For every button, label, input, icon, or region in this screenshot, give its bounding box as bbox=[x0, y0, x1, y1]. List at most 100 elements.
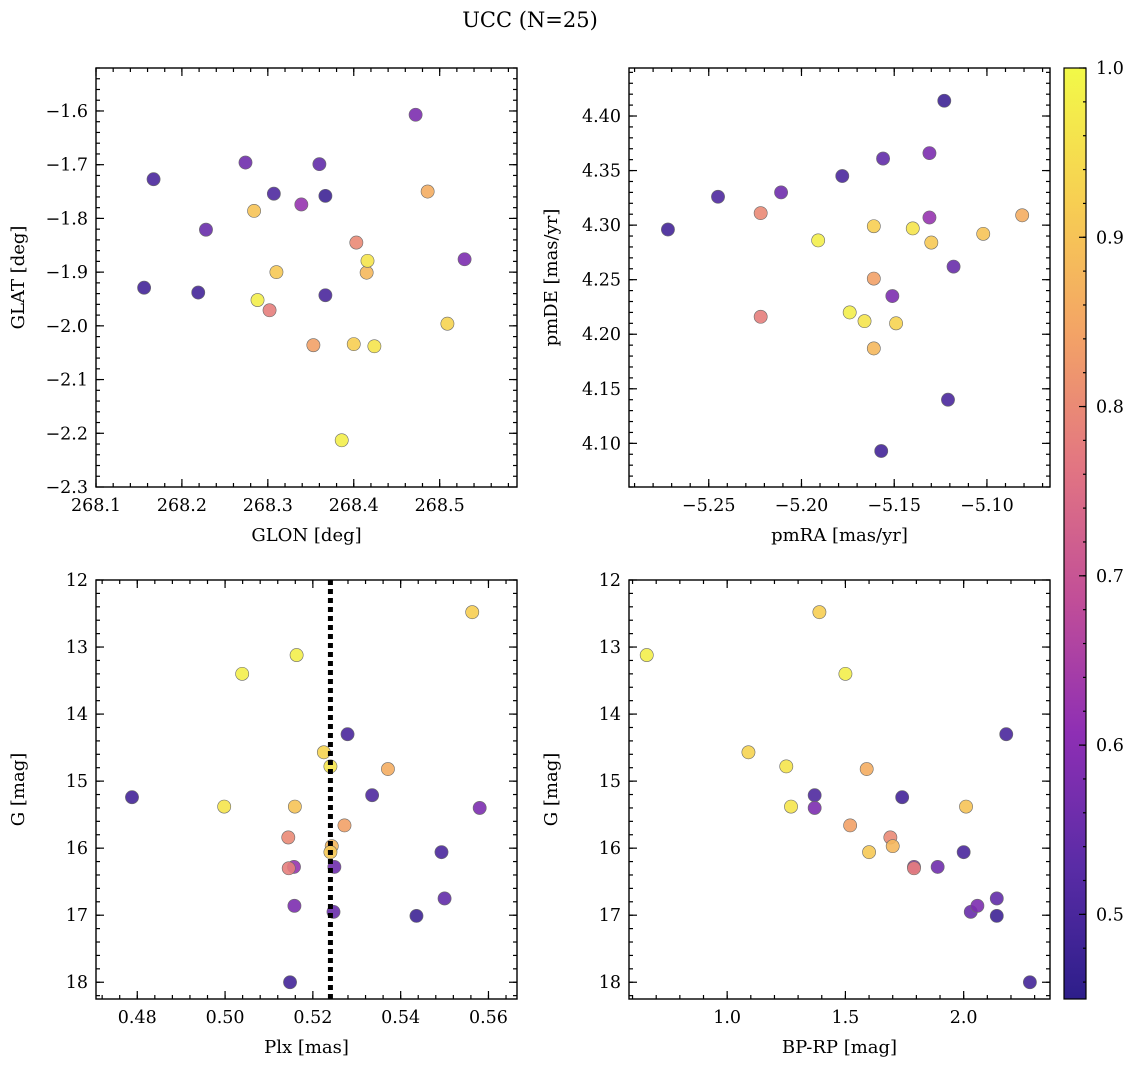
data-point bbox=[217, 799, 232, 814]
scatter-points bbox=[639, 605, 1037, 990]
data-point bbox=[885, 839, 900, 854]
data-point bbox=[989, 891, 1004, 906]
x-tick-label: −5.25 bbox=[682, 496, 736, 516]
colorbar-tick-label: 0.8 bbox=[1096, 398, 1124, 418]
y-axis-label: GLAT [deg] bbox=[8, 226, 29, 330]
scatter-points bbox=[137, 107, 472, 448]
minor-ticks bbox=[629, 68, 1050, 488]
data-point bbox=[838, 666, 853, 681]
y-tick-label: 14 bbox=[599, 705, 621, 725]
x-tick-label: 0.50 bbox=[206, 1008, 245, 1028]
data-point bbox=[250, 293, 265, 307]
x-tick-label: 2.0 bbox=[950, 1008, 978, 1028]
y-tick-label: 12 bbox=[66, 571, 88, 591]
data-point bbox=[999, 727, 1014, 742]
data-point bbox=[199, 222, 213, 237]
colorbar: 0.5 0.6 0.7 0.8 0.9 1.0 bbox=[1063, 59, 1124, 1000]
data-point bbox=[989, 908, 1004, 923]
data-point bbox=[312, 157, 327, 172]
data-point bbox=[784, 799, 798, 814]
y-tick-label: −1.8 bbox=[46, 209, 89, 229]
y-tick-label: 17 bbox=[66, 906, 88, 926]
data-point bbox=[434, 845, 449, 860]
minor-ticks bbox=[95, 67, 517, 487]
y-tick-label: 15 bbox=[599, 772, 621, 792]
data-point bbox=[266, 186, 281, 201]
data-point bbox=[281, 830, 296, 845]
data-point bbox=[876, 151, 890, 166]
x-tick-label: 268.2 bbox=[157, 496, 207, 516]
data-point bbox=[774, 185, 788, 200]
data-point bbox=[365, 788, 380, 803]
data-point bbox=[941, 392, 955, 407]
x-axis-label: Plx [mas] bbox=[264, 1037, 349, 1058]
data-point bbox=[807, 788, 822, 803]
y-tick-label: −2.1 bbox=[46, 371, 89, 391]
x-tick-label: 0.52 bbox=[293, 1008, 332, 1028]
data-point bbox=[895, 790, 910, 805]
y-axis-label: G [mag] bbox=[541, 753, 562, 826]
minor-ticks bbox=[629, 579, 1050, 999]
panel-glon-glat: 268.1 268.2 268.3 268.4 268.5 −2.3 −2.2 −2.1 −2.… bbox=[8, 67, 518, 546]
y-tick-label: 16 bbox=[66, 839, 88, 859]
data-point bbox=[959, 799, 973, 814]
data-point bbox=[812, 605, 827, 620]
data-point bbox=[457, 252, 472, 267]
data-point bbox=[349, 235, 364, 250]
data-point bbox=[334, 433, 349, 448]
data-point bbox=[283, 975, 297, 990]
x-tick-label: 268.1 bbox=[71, 496, 121, 516]
axes-frame bbox=[628, 579, 1051, 1000]
data-point bbox=[885, 289, 900, 303]
y-axis-label: pmDE [mas/yr] bbox=[541, 209, 562, 347]
data-point bbox=[661, 222, 675, 237]
data-point bbox=[340, 727, 355, 742]
scatter-points bbox=[661, 93, 1030, 458]
data-point bbox=[408, 107, 423, 122]
data-point bbox=[294, 197, 309, 212]
data-point bbox=[306, 338, 321, 353]
data-point bbox=[859, 762, 874, 776]
figure-title: UCC (N=25) bbox=[462, 8, 598, 32]
data-point bbox=[367, 339, 382, 354]
data-point bbox=[779, 759, 794, 774]
data-point bbox=[862, 845, 876, 860]
data-point bbox=[905, 221, 920, 236]
data-point bbox=[472, 801, 487, 815]
data-point bbox=[262, 303, 277, 318]
y-tick-label: 13 bbox=[599, 638, 621, 658]
x-tick-label: 0.56 bbox=[469, 1008, 508, 1028]
data-point bbox=[440, 316, 455, 331]
x-tick-label: 268.4 bbox=[329, 496, 379, 516]
data-point bbox=[359, 265, 374, 280]
data-point bbox=[842, 305, 857, 320]
colorbar-gradient bbox=[1063, 67, 1087, 1000]
data-point bbox=[269, 265, 284, 280]
data-point bbox=[381, 762, 395, 776]
data-point bbox=[465, 605, 480, 620]
y-tick-label: 4.25 bbox=[582, 271, 621, 291]
data-point bbox=[281, 861, 296, 876]
data-point bbox=[976, 226, 991, 241]
y-tick-label: 4.40 bbox=[582, 107, 621, 127]
data-point bbox=[287, 799, 302, 814]
y-tick-label: 4.15 bbox=[582, 380, 621, 400]
axes-frame bbox=[628, 67, 1051, 488]
data-point bbox=[639, 648, 654, 662]
data-point bbox=[874, 444, 889, 458]
y-tick-label: 14 bbox=[66, 705, 88, 725]
data-point bbox=[807, 801, 822, 815]
data-point bbox=[235, 666, 250, 681]
data-point bbox=[930, 860, 945, 874]
data-point bbox=[191, 285, 206, 300]
data-point bbox=[866, 219, 881, 234]
data-point bbox=[843, 818, 858, 833]
x-tick-label: 1.0 bbox=[713, 1008, 741, 1028]
data-point bbox=[753, 206, 768, 221]
data-point bbox=[247, 203, 261, 218]
data-point bbox=[922, 210, 937, 225]
data-point bbox=[409, 908, 424, 923]
x-tick-label: 1.5 bbox=[831, 1008, 859, 1028]
data-point bbox=[946, 259, 961, 274]
data-point bbox=[289, 648, 304, 662]
